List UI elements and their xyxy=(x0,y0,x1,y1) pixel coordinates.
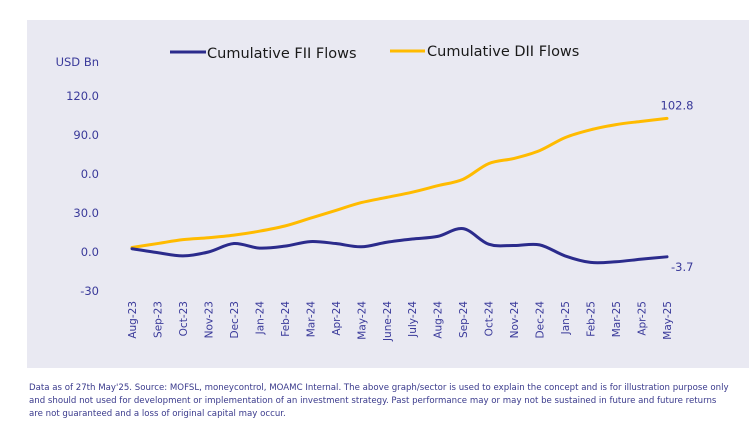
x-tick-label: Dec-24 xyxy=(535,301,547,339)
x-tick-label: Sep-24 xyxy=(458,301,470,338)
x-tick-label: Nov-24 xyxy=(509,301,521,339)
x-tick-label: Aug-24 xyxy=(433,301,445,339)
y-tick-label: -30 xyxy=(80,284,99,298)
x-tick-label: Sep-23 xyxy=(152,301,164,338)
x-tick-label: July-24 xyxy=(407,301,419,338)
y-tick-label: 0.0 xyxy=(81,245,99,259)
x-tick-label: Feb-25 xyxy=(586,301,598,337)
y-tick-label: 30.0 xyxy=(73,206,99,220)
series-line-fii xyxy=(130,226,669,265)
x-tick-label: Apr-24 xyxy=(331,301,343,336)
x-tick-label: Mar-25 xyxy=(611,301,623,337)
x-tick-label: Aug-23 xyxy=(127,301,139,339)
end-label-fii: -3.7 xyxy=(671,260,693,274)
x-tick-label: May-24 xyxy=(356,301,368,340)
x-tick-label: June-24 xyxy=(382,301,394,342)
x-tick-label: Jan-25 xyxy=(560,301,572,335)
x-tick-label: May-25 xyxy=(662,301,674,340)
legend-label-dii: Cumulative DII Flows xyxy=(427,44,579,60)
x-tick-label: Apr-25 xyxy=(637,301,649,336)
x-tick-label: Jan-24 xyxy=(254,301,266,336)
x-tick-label: Oct-24 xyxy=(484,301,496,337)
disclaimer-footnote: Data as of 27th May'25. Source: MOFSL, m… xyxy=(29,383,729,419)
y-tick-label: 0.0 xyxy=(81,167,99,181)
y-axis-label: USD Bn xyxy=(56,55,99,69)
x-tick-label: Nov-23 xyxy=(203,301,215,338)
end-label-dii: 102.8 xyxy=(661,98,694,112)
x-tick-label: Mar-24 xyxy=(305,301,317,338)
series-line-dii xyxy=(130,116,669,249)
x-tick-label: Dec-23 xyxy=(229,301,241,338)
legend: Cumulative FII Flows Cumulative DII Flow… xyxy=(170,44,579,62)
x-tick-label: Feb-24 xyxy=(280,301,292,337)
y-tick-label: 120.0 xyxy=(66,89,99,103)
legend-label-fii: Cumulative FII Flows xyxy=(207,46,357,62)
y-tick-label: 90.0 xyxy=(73,128,99,142)
chart-panel xyxy=(27,20,749,368)
x-tick-label: Oct-23 xyxy=(178,301,190,336)
